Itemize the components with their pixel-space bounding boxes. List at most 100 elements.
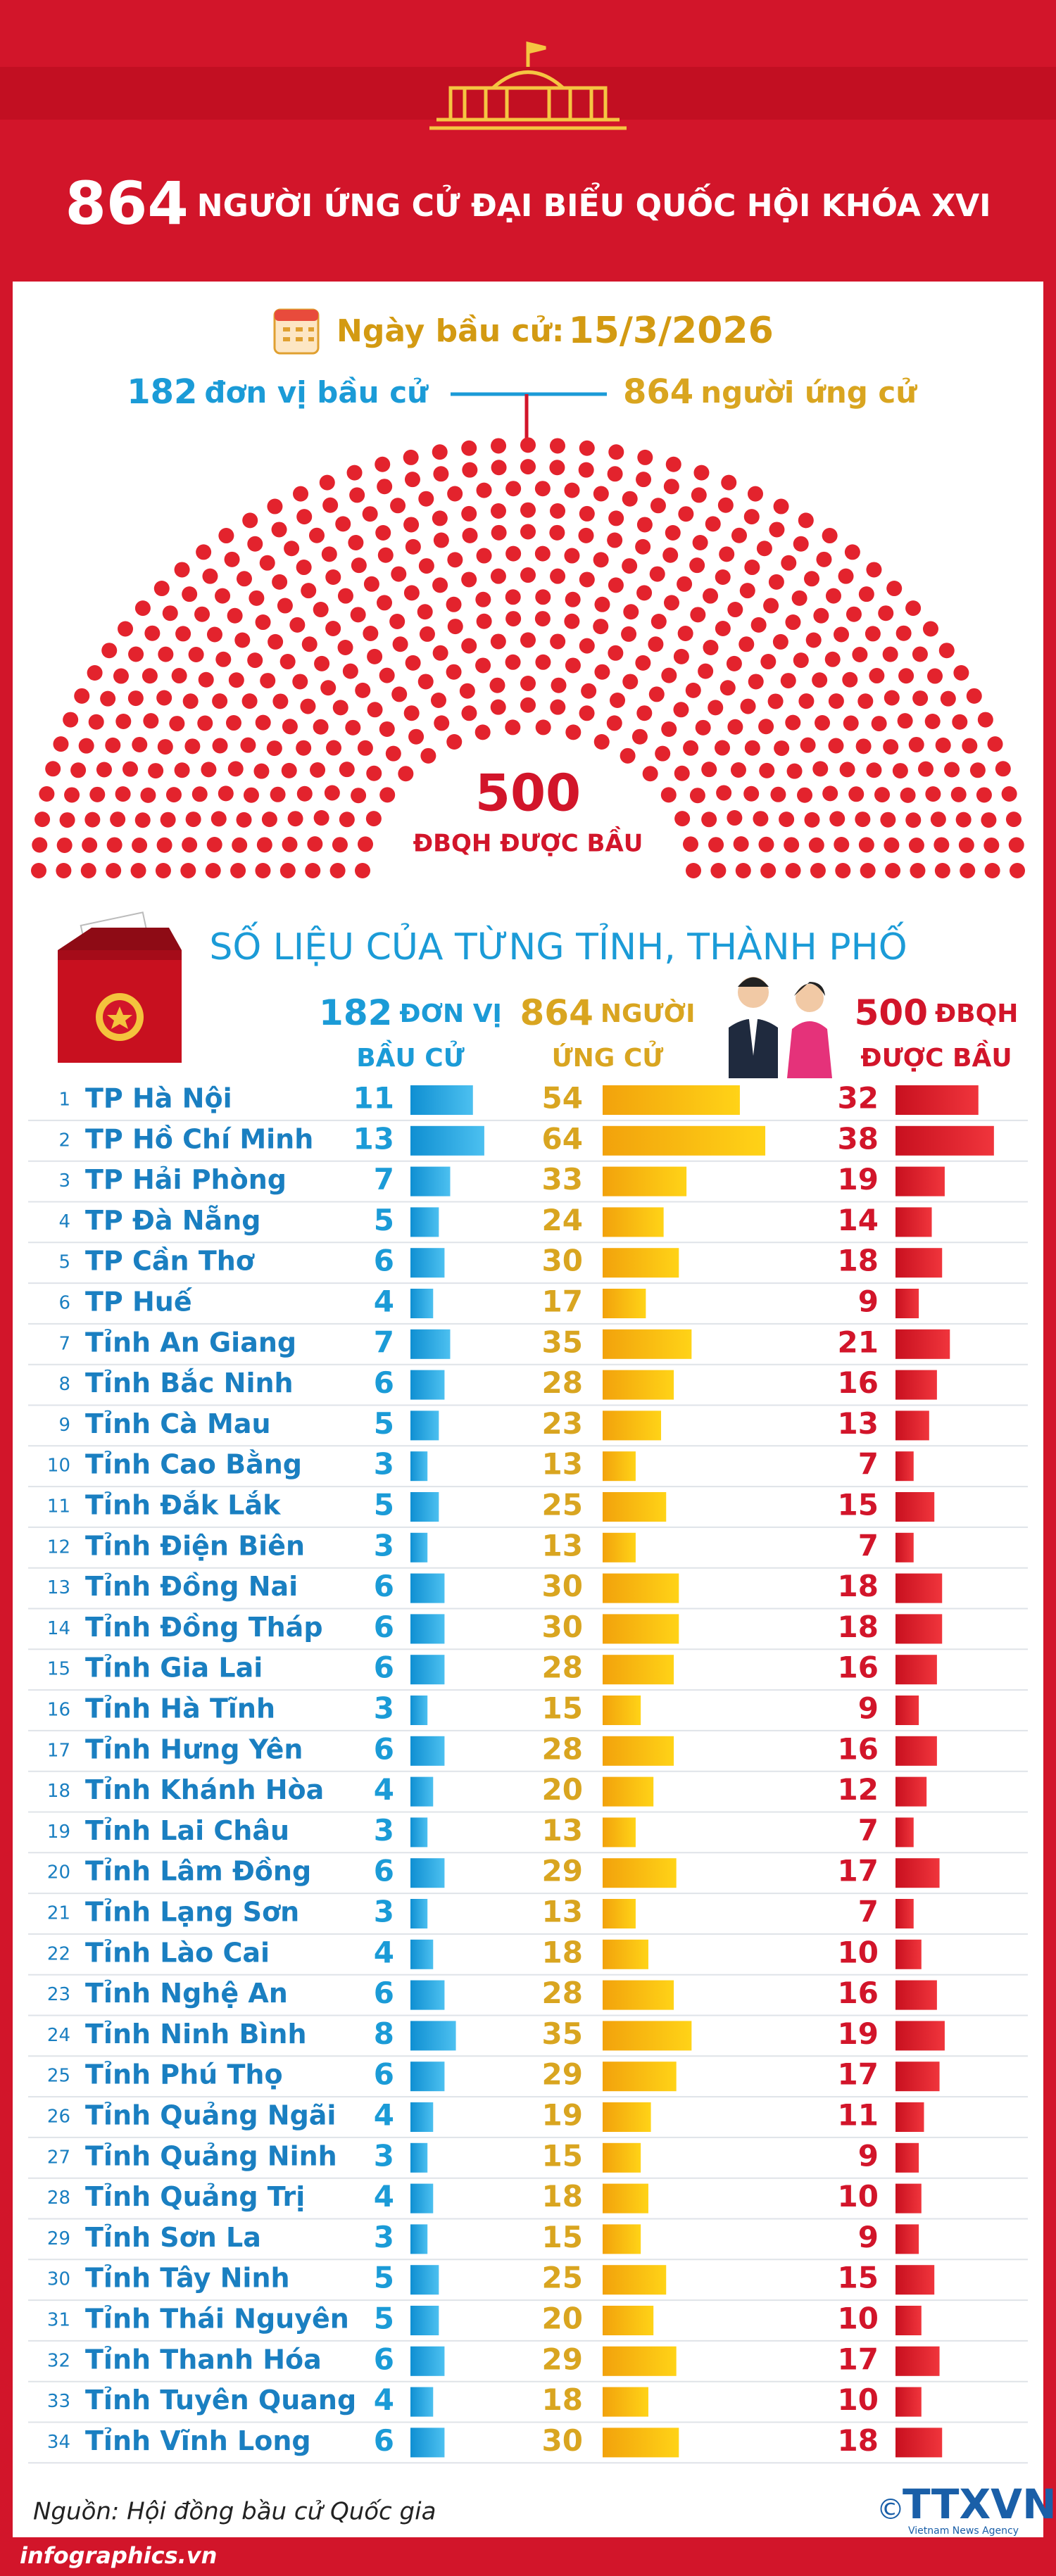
row-name: Tỉnh Vĩnh Long [85,2425,311,2456]
seat-dot [345,719,361,735]
row-units: 3 [374,1813,394,1848]
row-name: Tỉnh Đắk Lắk [85,1490,281,1521]
seat-dot [271,522,287,538]
seat-dot [698,663,714,679]
seat-dot [115,786,131,802]
seat-dot [128,646,144,662]
seat-dot [822,528,838,544]
row-units: 5 [374,2302,394,2336]
row-number: 17 [47,1740,70,1761]
row-units: 3 [374,2138,394,2173]
row-seats: 21 [838,1325,879,1359]
seats-bar [895,1085,979,1115]
seat-dot [917,761,934,777]
seat-dot [760,863,777,878]
seat-dot [253,763,270,779]
seat-dot [279,863,296,878]
seat-dot [260,673,276,689]
seat-dot [87,665,103,681]
seat-dot [432,444,448,460]
row-candidates: 30 [542,2423,583,2458]
row-number: 2 [58,1130,70,1151]
seats-bar [895,2021,945,2051]
row-seats: 11 [838,2098,879,2133]
seat-dot [113,668,129,684]
column-total: 500 [855,992,928,1033]
seat-dot [938,643,955,659]
seat-dot [884,690,900,706]
row-seats: 16 [838,1976,879,2010]
seat-dot [810,863,826,878]
seat-dot [987,736,1003,752]
units-bar [410,2102,434,2132]
seat-dot [631,728,648,745]
seat-dot [838,568,854,584]
units-bar [410,1329,451,1359]
seat-dot [701,812,717,828]
seat-dot [358,836,374,852]
seat-dot [198,671,214,688]
seat-dot [505,611,522,627]
seat-dot [731,527,747,543]
seat-dot [196,544,212,560]
seat-dot [520,459,536,475]
seat-dot [215,651,232,667]
seat-dot [322,497,339,513]
seat-dot [912,646,928,662]
row-name: Tỉnh Khánh Hòa [85,1774,324,1805]
seat-dot [798,693,815,709]
candidates-bar [603,1289,646,1318]
seat-dot [593,486,609,502]
seat-dot [774,740,790,757]
candidates-bar [603,2346,677,2376]
row-name: Tỉnh Tây Ninh [85,2263,290,2294]
seat-dot [403,705,420,721]
seat-dot [738,636,755,652]
row-seats: 18 [838,1610,879,1644]
row-name: Tỉnh Lâm Đồng [85,1856,311,1887]
seat-dot [132,736,148,752]
seat-dot [301,583,317,599]
seat-dot [84,812,101,828]
seat-dot [663,479,679,495]
seat-dot [900,787,916,803]
seat-dot [462,462,478,478]
seat-dot [169,716,185,732]
seat-dot [89,786,106,802]
seat-dot [417,674,434,690]
seat-dot [148,763,164,779]
row-candidates: 15 [542,2220,583,2254]
seat-dot [100,690,116,707]
seat-dot [780,673,796,689]
seat-dot [770,786,786,802]
row-units: 3 [374,1528,394,1562]
seats-bar [895,2183,922,2214]
seat-dot [608,444,624,460]
title: 864 NGƯỜI ỨNG CỬ ĐẠI BIỂU QUỐC HỘI KHÓA X… [65,169,991,238]
seat-dot [905,812,922,828]
candidates-bar [603,1492,667,1522]
candidates-bar [603,1085,740,1115]
seat-dot [143,713,159,729]
row-number: 3 [58,1170,70,1192]
seat-dot [793,652,809,669]
row-seats: 18 [838,1569,879,1603]
seat-dot [110,812,126,828]
seats-bar [895,1655,937,1685]
row-number: 4 [58,1211,70,1232]
seat-dot [692,534,708,550]
row-number: 24 [47,2025,70,2046]
seat-dot [565,591,581,607]
parliament-icon [429,41,627,130]
seat-dot [714,740,730,756]
units-bar [410,1492,439,1522]
seat-dot [419,626,435,642]
seat-dot [649,566,665,582]
seat-dot [839,762,855,778]
seat-dot [56,837,73,853]
seat-dot [535,589,551,605]
seat-dot [31,863,46,878]
candidates-bar [603,1858,677,1888]
seat-dot [201,762,217,778]
